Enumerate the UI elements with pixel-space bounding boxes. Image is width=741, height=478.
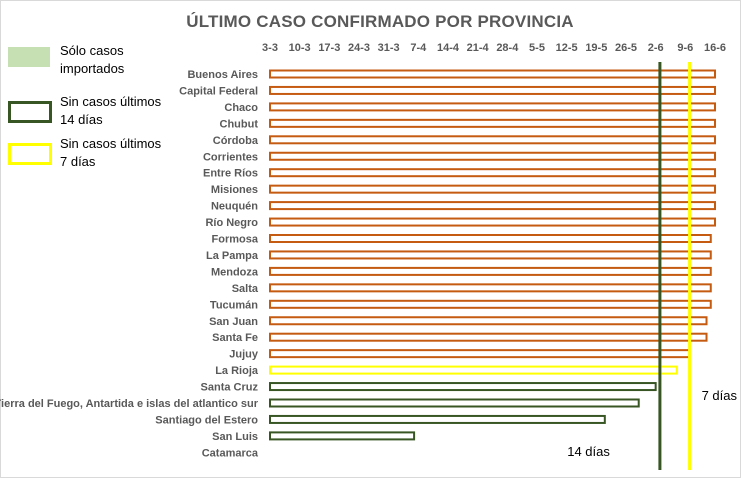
x-tick-label: 19-5	[585, 42, 607, 54]
category-label: Jujuy	[229, 349, 259, 361]
category-label: Chaco	[224, 102, 258, 114]
bar	[269, 168, 716, 178]
category-label: San Luis	[212, 431, 258, 443]
bar	[269, 414, 606, 424]
bar	[269, 234, 712, 243]
category-label: Tierra del Fuego, Antartida e islas del …	[0, 398, 259, 410]
x-tick-label: 7-4	[410, 42, 427, 54]
category-label: La Pampa	[206, 250, 259, 262]
x-tick-label: 26-5	[615, 42, 637, 54]
x-tick-label: 21-4	[467, 42, 490, 54]
legend-label-7-days-line1: Sin casos últimos	[60, 136, 162, 151]
legend-label-imported-line2: importados	[60, 61, 125, 76]
x-tick-label: 14-4	[437, 42, 460, 54]
x-tick-label: 12-5	[556, 42, 578, 54]
x-tick-label: 2-6	[648, 42, 664, 54]
bar	[269, 85, 716, 95]
legend-label-imported: Sólo casos importados	[60, 42, 190, 78]
legend-label-14-days-line1: Sin casos últimos	[60, 94, 162, 109]
category-label: Santa Fe	[212, 332, 258, 344]
legend-label-7-days: Sin casos últimos 7 días	[60, 135, 190, 171]
bar	[269, 135, 716, 145]
category-label: Chubut	[220, 118, 259, 130]
bar	[269, 184, 716, 194]
category-label: Santiago del Estero	[155, 414, 258, 426]
reference-line-label: 7 días	[702, 388, 738, 403]
legend-label-14-days: Sin casos últimos 14 días	[60, 93, 190, 129]
category-label: Capital Federal	[179, 85, 258, 97]
x-tick-label: 9-6	[677, 42, 693, 54]
bar	[269, 266, 712, 276]
legend-label-imported-line1: Sólo casos	[60, 43, 124, 58]
category-label: Catamarca	[202, 447, 259, 459]
chart-title: ÚLTIMO CASO CONFIRMADO POR PROVINCIA	[186, 12, 574, 31]
bar	[269, 398, 640, 408]
legend-label-14-days-line2: 14 días	[60, 112, 103, 127]
bar	[269, 332, 708, 342]
bar	[269, 69, 716, 79]
legend-label-7-days-line2: 7 días	[60, 154, 96, 169]
bar	[269, 102, 716, 112]
x-tick-label: 28-4	[496, 42, 519, 54]
legend-swatch-imported	[8, 47, 50, 67]
category-label: Córdoba	[213, 135, 259, 147]
category-label: Buenos Aires	[187, 69, 258, 81]
category-label: Salta	[232, 283, 259, 295]
category-label: Misiones	[211, 184, 258, 196]
x-tick-label: 16-6	[704, 42, 726, 54]
bar	[269, 250, 712, 260]
bar	[269, 151, 716, 161]
bar	[269, 365, 678, 375]
bar	[269, 299, 712, 309]
legend-swatch-7-days	[8, 143, 52, 165]
category-label: La Rioja	[215, 365, 259, 377]
bar	[269, 349, 691, 359]
bar	[269, 382, 657, 392]
category-label: San Juan	[209, 316, 258, 328]
bar	[269, 316, 708, 326]
category-label: Neuquén	[211, 201, 258, 213]
x-tick-label: 3-3	[262, 42, 278, 54]
x-tick-label: 24-3	[348, 42, 370, 54]
legend-swatch-14-days	[8, 101, 52, 123]
bar	[269, 118, 716, 128]
category-label: Tucumán	[210, 299, 258, 311]
reference-line-label: 14 días	[567, 444, 610, 459]
bar	[269, 283, 712, 293]
bar	[269, 217, 716, 227]
x-tick-label: 10-3	[289, 42, 311, 54]
category-label: Mendoza	[211, 266, 259, 278]
x-tick-label: 17-3	[318, 42, 340, 54]
category-label: Río Negro	[205, 217, 258, 229]
category-label: Formosa	[212, 234, 259, 246]
category-label: Entre Ríos	[203, 168, 258, 180]
x-tick-label: 31-3	[378, 42, 400, 54]
category-label: Santa Cruz	[201, 382, 259, 394]
bar	[269, 201, 716, 211]
category-label: Corrientes	[203, 151, 258, 163]
x-tick-label: 5-5	[529, 42, 545, 54]
bar	[269, 431, 416, 441]
